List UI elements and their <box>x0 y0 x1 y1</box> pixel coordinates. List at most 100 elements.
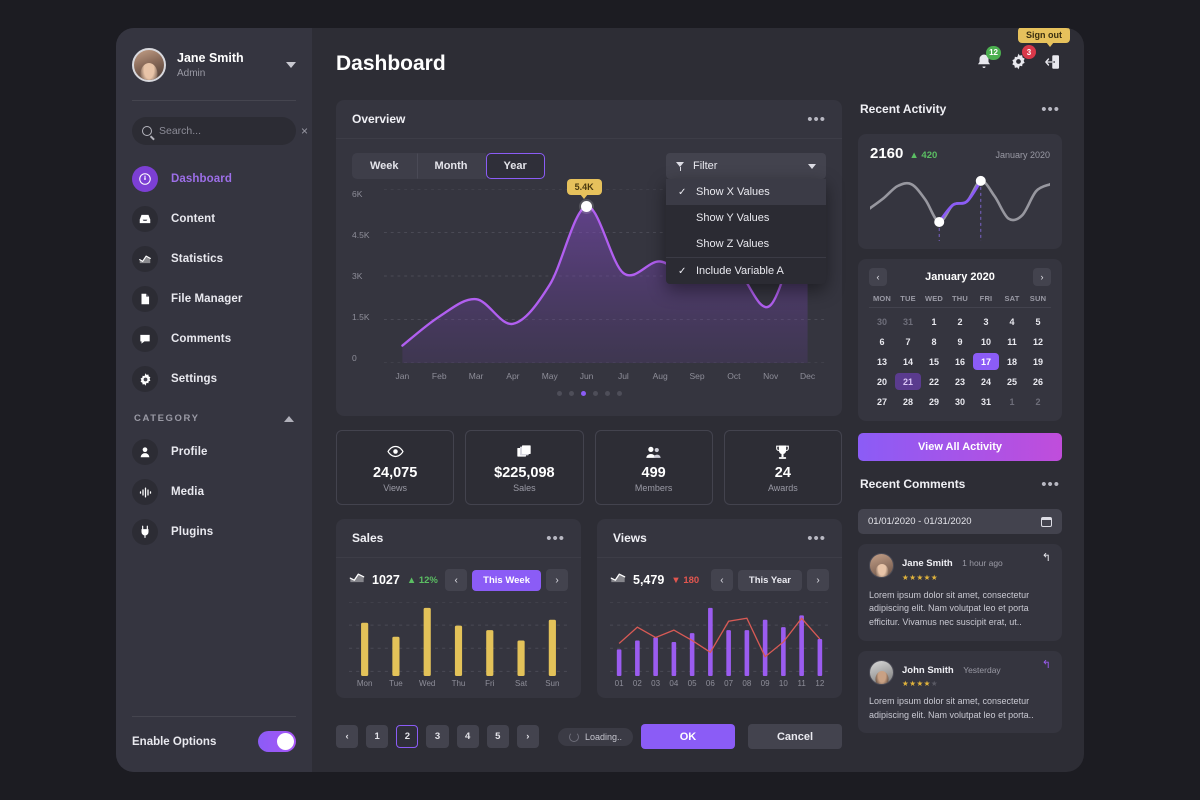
calendar-day[interactable]: 16 <box>954 356 965 367</box>
calendar-next-button[interactable]: › <box>1033 268 1051 286</box>
calendar-day[interactable]: 24 <box>980 376 991 387</box>
sidebar-item-media[interactable]: Media <box>116 472 312 512</box>
profile-block[interactable]: Jane Smith Admin <box>116 28 312 100</box>
filter-option-include-a[interactable]: ✓ Include Variable A <box>666 257 826 284</box>
more-horizontal-icon[interactable]: ••• <box>807 110 826 128</box>
carousel-dot[interactable] <box>568 391 574 396</box>
sidebar-item-plugins[interactable]: Plugins <box>116 512 312 552</box>
calendar-day[interactable]: 14 <box>902 356 913 367</box>
clear-search-icon[interactable]: × <box>301 124 309 138</box>
more-horizontal-icon[interactable]: ••• <box>546 529 565 547</box>
search-input[interactable] <box>159 125 294 137</box>
calendar-day[interactable]: 31 <box>902 316 913 327</box>
calendar-icon[interactable] <box>1041 516 1052 527</box>
pagination-page-4[interactable]: 4 <box>456 725 479 748</box>
calendar-day[interactable]: 29 <box>928 396 939 407</box>
bar <box>799 615 804 676</box>
more-horizontal-icon[interactable]: ••• <box>1041 475 1060 493</box>
sidebar-item-settings[interactable]: Settings <box>116 359 312 399</box>
chevron-right-icon[interactable]: › <box>546 569 568 591</box>
calendar-day[interactable]: 30 <box>876 316 887 327</box>
filter-option-show-x[interactable]: ✓ Show X Values <box>666 179 826 205</box>
sidebar-item-file-manager[interactable]: File Manager <box>116 279 312 319</box>
chevron-down-icon[interactable] <box>286 62 296 68</box>
calendar-day[interactable]: 19 <box>1032 356 1043 367</box>
calendar-day[interactable]: 13 <box>876 356 887 367</box>
calendar-day[interactable]: 9 <box>957 336 963 347</box>
view-all-activity-button[interactable]: View All Activity <box>858 433 1062 461</box>
pagination-page-1[interactable]: 1 <box>366 725 389 748</box>
calendar-day[interactable]: 15 <box>928 356 939 367</box>
calendar-day[interactable]: 31 <box>980 396 991 407</box>
sidebar-item-statistics[interactable]: Statistics <box>116 239 312 279</box>
chart-carousel-dots[interactable] <box>352 385 826 406</box>
calendar-day[interactable]: 27 <box>876 396 887 407</box>
calendar-day[interactable]: 3 <box>983 316 989 327</box>
calendar-day[interactable]: 17 <box>973 353 999 370</box>
calendar-day[interactable]: 6 <box>879 336 885 347</box>
carousel-dot[interactable] <box>580 391 586 396</box>
category-header[interactable]: CATEGORY <box>116 399 312 432</box>
filter-button[interactable]: Filter <box>666 153 826 179</box>
calendar-day[interactable]: 1 <box>1009 396 1015 407</box>
sidebar-item-profile[interactable]: Profile <box>116 432 312 472</box>
signout-button[interactable]: Sign out <box>1018 28 1070 76</box>
more-horizontal-icon[interactable]: ••• <box>807 529 826 547</box>
sales-period[interactable]: This Week <box>472 569 541 591</box>
pagination-page-5[interactable]: 5 <box>486 725 509 748</box>
calendar-day[interactable]: 30 <box>954 396 965 407</box>
views-period[interactable]: This Year <box>737 569 802 591</box>
calendar-prev-button[interactable]: ‹ <box>869 268 887 286</box>
calendar-day[interactable]: 25 <box>1006 376 1017 387</box>
calendar-day[interactable]: 20 <box>876 376 887 387</box>
calendar-day[interactable]: 23 <box>954 376 965 387</box>
reply-icon[interactable]: ↰ <box>1041 658 1051 671</box>
settings-button[interactable]: 3 <box>1009 45 1036 76</box>
carousel-dot[interactable] <box>604 391 610 396</box>
filter-option-show-z[interactable]: Show Z Values <box>666 231 826 257</box>
reply-icon[interactable]: ↰ <box>1041 552 1051 564</box>
chevron-right-icon[interactable]: › <box>807 569 829 591</box>
calendar-day[interactable]: 8 <box>931 336 937 347</box>
calendar-day[interactable]: 1 <box>931 316 937 327</box>
sidebar-item-dashboard[interactable]: Dashboard <box>116 159 312 199</box>
tab-year[interactable]: Year <box>485 153 545 179</box>
enable-options-toggle[interactable] <box>258 731 296 752</box>
chevron-up-icon[interactable] <box>284 415 294 422</box>
search-box[interactable]: × <box>132 117 308 145</box>
pagination-prev[interactable]: ‹ <box>336 725 359 748</box>
calendar-day[interactable]: 4 <box>1009 316 1015 327</box>
pagination-page-2[interactable]: 2 <box>396 725 419 748</box>
cancel-button[interactable]: Cancel <box>748 724 842 749</box>
date-range-field[interactable]: 01/01/2020 - 01/31/2020 <box>858 509 1062 534</box>
filter-option-show-y[interactable]: Show Y Values <box>666 205 826 231</box>
x-tick: 10 <box>778 679 788 688</box>
pagination-page-3[interactable]: 3 <box>426 725 449 748</box>
calendar-day[interactable]: 18 <box>1006 356 1017 367</box>
calendar-day[interactable]: 10 <box>980 336 991 347</box>
sidebar-item-comments[interactable]: Comments <box>116 319 312 359</box>
calendar-day[interactable]: 22 <box>928 376 939 387</box>
ok-button[interactable]: OK <box>641 724 735 749</box>
calendar-day[interactable]: 2 <box>957 316 963 327</box>
sidebar-item-content[interactable]: Content <box>116 199 312 239</box>
calendar-day[interactable]: 12 <box>1032 336 1043 347</box>
pagination-next[interactable]: › <box>516 725 539 748</box>
calendar-day[interactable]: 5 <box>1035 316 1041 327</box>
carousel-dot[interactable] <box>592 391 598 396</box>
calendar-day[interactable]: 2 <box>1035 396 1041 407</box>
tab-week[interactable]: Week <box>352 153 417 179</box>
tab-month[interactable]: Month <box>416 153 486 179</box>
calendar-day[interactable]: 28 <box>902 396 913 407</box>
calendar-day[interactable]: 7 <box>905 336 911 347</box>
calendar-day[interactable]: 21 <box>895 373 921 390</box>
notifications-button[interactable]: 12 <box>975 45 1001 76</box>
carousel-dot[interactable] <box>556 391 562 396</box>
chevron-left-icon[interactable]: ‹ <box>710 569 733 591</box>
carousel-dot[interactable] <box>616 391 622 396</box>
x-tick: Mon <box>356 679 373 688</box>
calendar-day[interactable]: 11 <box>1007 336 1017 347</box>
calendar-day[interactable]: 26 <box>1032 376 1043 387</box>
more-horizontal-icon[interactable]: ••• <box>1041 100 1060 118</box>
chevron-left-icon[interactable]: ‹ <box>445 569 468 591</box>
